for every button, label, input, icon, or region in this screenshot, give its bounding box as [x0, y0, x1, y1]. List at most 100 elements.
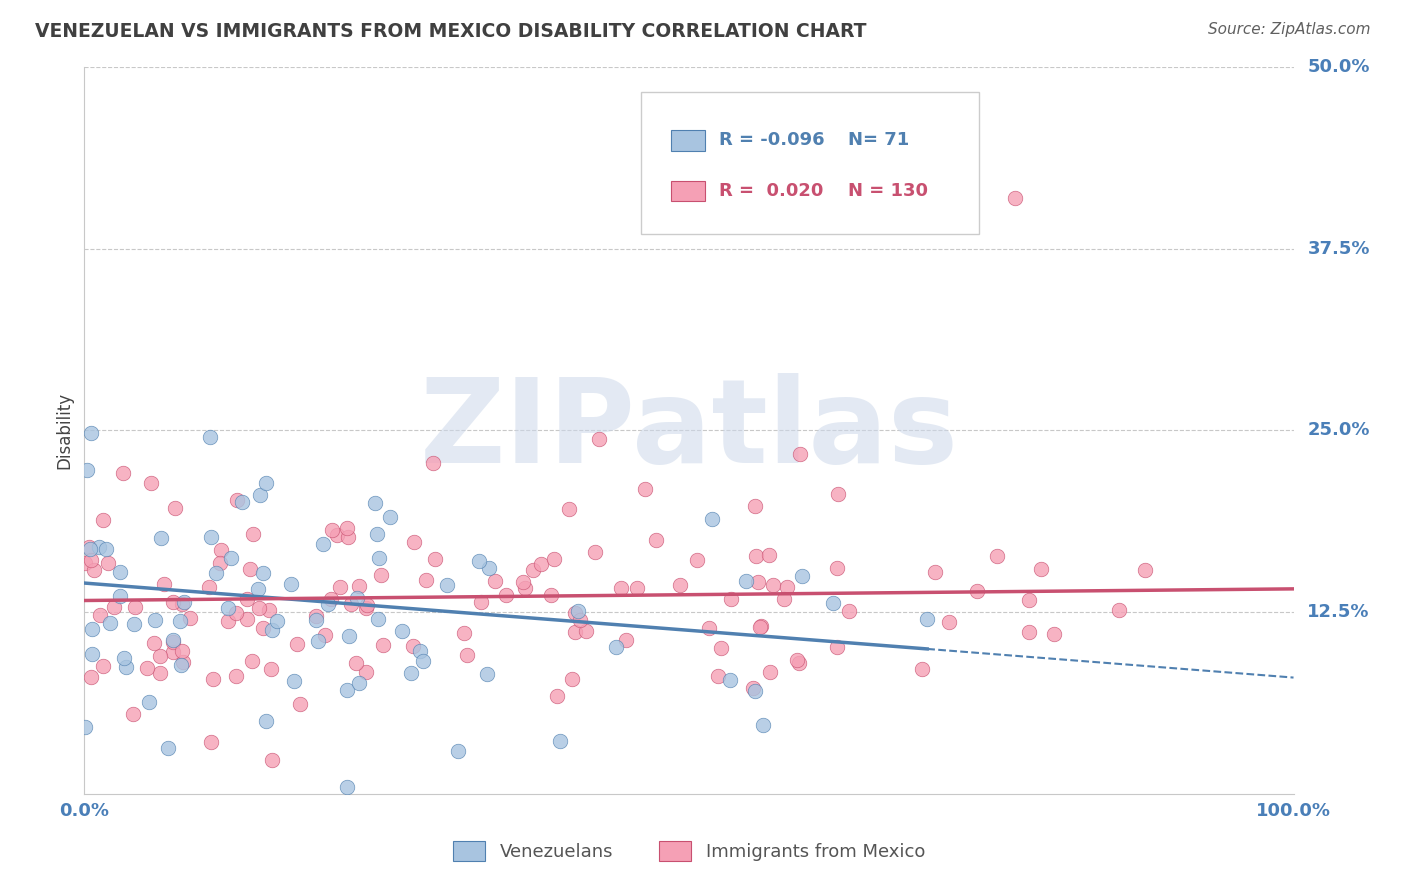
- Text: 37.5%: 37.5%: [1308, 240, 1369, 258]
- Point: [79, 542, 101, 557]
- Point: [77, 540, 100, 554]
- Point: [522, 563, 544, 577]
- Point: [772, 592, 794, 607]
- Text: 50.0%: 50.0%: [1308, 58, 1369, 76]
- FancyBboxPatch shape: [641, 93, 979, 234]
- Point: [456, 648, 478, 662]
- Point: [124, 600, 146, 615]
- Point: [759, 665, 782, 680]
- Point: [312, 537, 335, 551]
- Point: [280, 577, 302, 591]
- Point: [172, 655, 194, 669]
- Point: [217, 614, 239, 628]
- Point: [336, 683, 359, 698]
- Point: [402, 535, 425, 549]
- Point: [718, 673, 741, 687]
- Point: [236, 592, 259, 607]
- Point: [605, 640, 627, 654]
- Point: [336, 521, 359, 535]
- Point: [208, 556, 231, 570]
- Point: [787, 657, 810, 671]
- Point: [93, 658, 115, 673]
- Point: [98, 615, 121, 630]
- Point: [316, 597, 339, 611]
- Point: [825, 561, 848, 575]
- Point: [162, 635, 184, 649]
- Point: [148, 665, 170, 680]
- Point: [744, 549, 766, 563]
- Point: [669, 578, 692, 592]
- Point: [217, 601, 239, 615]
- Point: [321, 592, 343, 607]
- Text: VENEZUELAN VS IMMIGRANTS FROM MEXICO DISABILITY CORRELATION CHART: VENEZUELAN VS IMMIGRANTS FROM MEXICO DIS…: [35, 22, 866, 41]
- Point: [314, 628, 336, 642]
- Point: [80, 647, 103, 661]
- Text: Source: ZipAtlas.com: Source: ZipAtlas.com: [1208, 22, 1371, 37]
- Point: [304, 613, 326, 627]
- Point: [200, 530, 222, 544]
- Point: [370, 568, 392, 582]
- Point: [108, 565, 131, 579]
- Point: [742, 681, 765, 695]
- Point: [285, 637, 308, 651]
- Point: [205, 566, 228, 581]
- Point: [254, 476, 277, 491]
- Point: [838, 604, 860, 618]
- Point: [453, 626, 475, 640]
- Point: [142, 635, 165, 649]
- Point: [475, 666, 498, 681]
- Text: 12.5%: 12.5%: [1308, 603, 1369, 621]
- Point: [546, 690, 568, 704]
- Point: [373, 639, 395, 653]
- Point: [141, 476, 163, 491]
- Point: [80, 553, 103, 567]
- Point: [83, 563, 105, 577]
- Point: [644, 533, 666, 547]
- Point: [409, 644, 432, 658]
- Point: [209, 543, 232, 558]
- Point: [256, 714, 278, 729]
- Point: [336, 530, 359, 544]
- Point: [447, 744, 470, 758]
- Point: [91, 513, 114, 527]
- Point: [283, 673, 305, 688]
- Point: [252, 566, 274, 581]
- Point: [1004, 191, 1026, 205]
- Point: [112, 466, 135, 480]
- Point: [378, 510, 401, 524]
- Point: [583, 544, 606, 558]
- Point: [790, 568, 813, 582]
- Point: [558, 502, 581, 516]
- Point: [710, 641, 733, 656]
- Point: [226, 493, 249, 508]
- Text: N= 71: N= 71: [848, 131, 908, 149]
- Point: [402, 639, 425, 653]
- Point: [80, 622, 103, 636]
- Point: [97, 556, 120, 570]
- Point: [436, 578, 458, 592]
- Point: [240, 654, 263, 668]
- Point: [354, 600, 377, 615]
- Point: [153, 577, 176, 591]
- Point: [470, 595, 492, 609]
- Point: [915, 612, 938, 626]
- Point: [249, 488, 271, 502]
- Point: [399, 665, 422, 680]
- Point: [751, 618, 773, 632]
- Point: [288, 698, 311, 712]
- Point: [242, 526, 264, 541]
- Point: [827, 487, 849, 501]
- Point: [1029, 562, 1052, 576]
- Point: [110, 589, 132, 603]
- Point: [103, 599, 125, 614]
- Point: [162, 645, 184, 659]
- Y-axis label: Disability: Disability: [55, 392, 73, 469]
- Point: [122, 617, 145, 632]
- Point: [336, 780, 359, 794]
- Point: [96, 541, 118, 556]
- Point: [911, 662, 934, 676]
- Point: [79, 425, 101, 440]
- Point: [225, 669, 247, 683]
- Point: [162, 633, 184, 648]
- Point: [326, 527, 349, 541]
